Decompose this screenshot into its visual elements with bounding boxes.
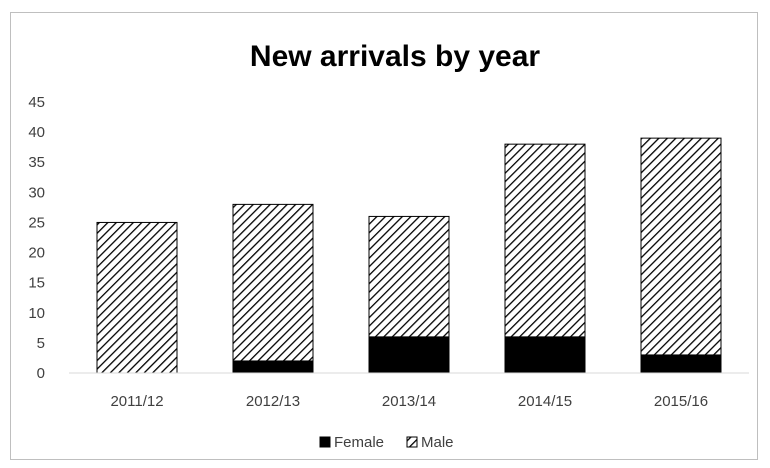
bar-male-2011-12 — [96, 221, 178, 374]
bar-male-2012-13 — [232, 203, 314, 362]
x-tick-label: 2012/13 — [246, 393, 300, 410]
bar-male-2015-16 — [640, 137, 722, 356]
x-axis: 2011/12 2012/13 2013/14 2014/15 2015/16 — [69, 372, 749, 410]
legend-label-female: Female — [334, 434, 384, 451]
chart-svg: New arrivals by year 051015202530354045 … — [28, 40, 749, 451]
y-tick-label: 35 — [28, 154, 45, 171]
x-tick-label: 2015/16 — [654, 393, 708, 410]
chart-frame: New arrivals by year 0 5 10 15 20 25 30 35 40 45 … — [10, 12, 758, 460]
y-tick-label: 5 — [37, 335, 45, 352]
y-tick-label: 25 — [28, 214, 45, 231]
x-tick-label: 2013/14 — [382, 393, 436, 410]
legend: Female Male — [319, 434, 454, 451]
bar-female-2012-13 — [232, 360, 314, 374]
bars — [96, 137, 722, 374]
x-tick-label: 2011/12 — [110, 393, 163, 410]
y-tick-label: 15 — [28, 275, 45, 292]
x-tick-label: 2014/15 — [518, 393, 572, 410]
chart-title: New arrivals by year — [250, 40, 541, 73]
bar-male-2014-15 — [504, 143, 586, 338]
bar-female-2014-15 — [504, 336, 586, 374]
bar-female-2015-16 — [640, 354, 722, 374]
y-tick-label: 20 — [28, 245, 45, 262]
legend-swatch-male — [406, 436, 418, 448]
legend-label-male: Male — [421, 434, 454, 451]
y-tick-label: 45 — [28, 94, 45, 111]
bar-female-2013-14 — [368, 336, 450, 374]
bar-male-2013-14 — [368, 215, 450, 338]
y-axis: 0 5 10 15 20 25 30 35 40 45 — [28, 94, 45, 382]
y-tick-label: 30 — [28, 184, 45, 201]
y-tick-label: 40 — [28, 124, 45, 141]
y-tick-label: 0 — [37, 365, 45, 382]
legend-swatch-female — [319, 436, 331, 448]
y-tick-label: 10 — [28, 305, 45, 322]
